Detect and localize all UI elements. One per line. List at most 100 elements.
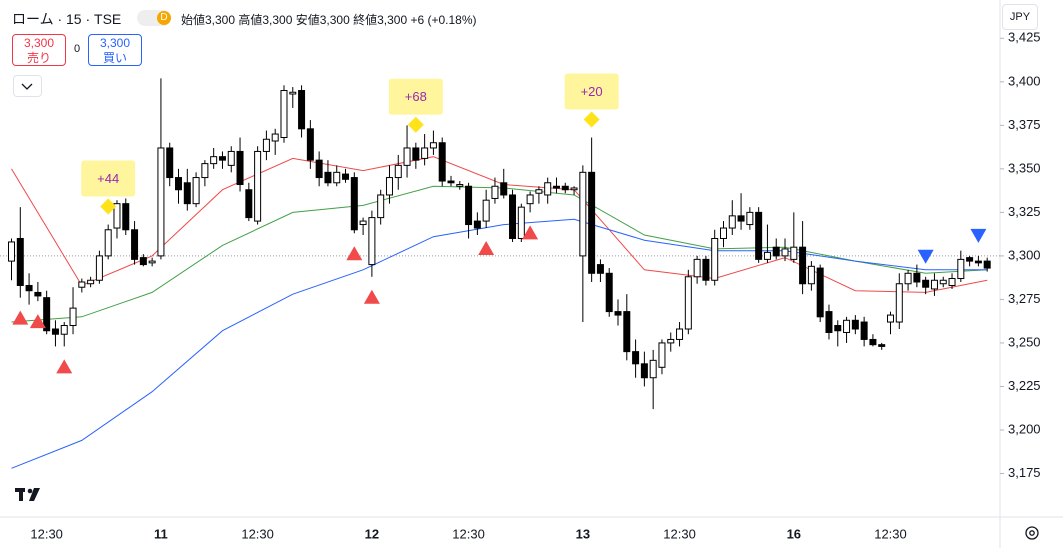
candle-body: [755, 211, 763, 260]
candle-body: [974, 260, 982, 264]
buy-signal: [363, 289, 380, 304]
candle-body: [131, 229, 139, 260]
y-tick-label: 3,200: [1008, 421, 1041, 436]
buy-signal: [478, 241, 495, 256]
candle-body: [878, 344, 886, 347]
candle-body: [324, 171, 332, 184]
settings-icon[interactable]: [1025, 526, 1039, 540]
candle-body: [412, 147, 420, 161]
candle-body: [658, 342, 666, 368]
y-tick-label: 3,225: [1008, 378, 1041, 393]
candle-body: [122, 203, 130, 231]
candle-body: [175, 177, 183, 191]
candle-body: [517, 206, 525, 239]
candle-body: [34, 291, 42, 297]
candle-body: [535, 189, 543, 194]
sell-price: 3,300: [23, 36, 55, 50]
candle-body: [447, 180, 455, 184]
candle-body: [166, 147, 174, 179]
symbol: ローム · 15 · TSE: [12, 11, 122, 27]
collapse-button[interactable]: [13, 75, 42, 97]
candle-body: [421, 147, 429, 159]
candle-body: [500, 182, 508, 196]
sell-button[interactable]: 3,300 売り: [12, 34, 66, 66]
candle-body: [632, 351, 640, 365]
candle-body: [860, 321, 868, 340]
buy-button[interactable]: 3,300 買い: [88, 34, 142, 66]
y-tick-label: 3,425: [1008, 30, 1041, 45]
candle-body: [218, 156, 226, 161]
y-tick-label: 3,300: [1008, 247, 1041, 262]
candle-body: [394, 164, 402, 179]
candle-body: [728, 215, 736, 229]
buy-signal: [522, 225, 539, 240]
x-tick-label: 12:30: [241, 526, 274, 541]
candle-body: [869, 338, 877, 346]
candle-body: [676, 328, 684, 340]
buy-signal: [12, 310, 29, 325]
candle-body: [719, 227, 727, 239]
candle-body: [25, 284, 33, 292]
sell-signal: [970, 228, 987, 243]
candle-body: [843, 319, 851, 333]
candle-body: [192, 177, 200, 205]
x-tick-label: 12:30: [30, 526, 63, 541]
candle-body: [623, 311, 631, 353]
candle-body: [465, 185, 473, 226]
annotation-text: +20: [581, 84, 603, 99]
candle-body: [649, 359, 657, 379]
candle-body: [526, 194, 534, 205]
candle-body: [227, 150, 235, 166]
annotation-box: [81, 160, 136, 197]
annotation-diamond: [100, 198, 117, 215]
candle-body: [315, 159, 323, 179]
candle-body: [614, 311, 622, 316]
candle-body: [298, 90, 306, 130]
candle-body: [895, 283, 903, 323]
candle-body: [377, 194, 385, 219]
currency[interactable]: JPY: [1002, 4, 1038, 30]
candle-body: [693, 258, 701, 278]
y-tick-label: 3,325: [1008, 204, 1041, 219]
y-tick-label: 3,375: [1008, 117, 1041, 132]
candle-body: [87, 279, 95, 285]
candle-body: [104, 229, 112, 257]
candle-body: [78, 281, 86, 288]
candle-body: [403, 147, 411, 166]
candle-body: [359, 220, 367, 226]
candle-body: [939, 279, 947, 285]
candle-body: [69, 307, 77, 327]
annotation-box: [388, 78, 443, 115]
candle-body: [825, 311, 833, 333]
candle-body: [957, 258, 965, 280]
annotation: +68: [388, 78, 443, 133]
x-tick-label: 12: [365, 526, 379, 541]
candle-body: [948, 278, 956, 286]
candle-body: [816, 267, 824, 318]
candle-body: [684, 276, 692, 330]
candle-body: [544, 182, 552, 196]
y-tick-label: 3,350: [1008, 160, 1041, 175]
candle-body: [183, 182, 191, 205]
annotation-diamond: [583, 111, 600, 128]
candle-body: [605, 272, 613, 313]
x-tick-label: 11: [154, 526, 168, 541]
candle-body: [8, 241, 15, 262]
candle-body: [201, 163, 209, 179]
sell-label: 売り: [26, 51, 51, 65]
candle-body: [851, 319, 859, 330]
candle-body: [482, 199, 490, 222]
candle-body: [43, 297, 51, 332]
candle-body: [157, 147, 165, 257]
candle-body: [342, 173, 350, 180]
candle-body: [746, 211, 754, 226]
candle-body: [966, 257, 974, 262]
ohlc: 始値3,300 高値3,300 安値3,300 終値3,300 +6 (+0.1…: [181, 13, 477, 27]
candle-body: [262, 138, 270, 152]
moving-average: [11, 218, 988, 469]
candle-body: [983, 260, 991, 269]
candle-body: [51, 328, 59, 335]
chevron: [21, 83, 33, 90]
candle-body: [113, 203, 121, 229]
